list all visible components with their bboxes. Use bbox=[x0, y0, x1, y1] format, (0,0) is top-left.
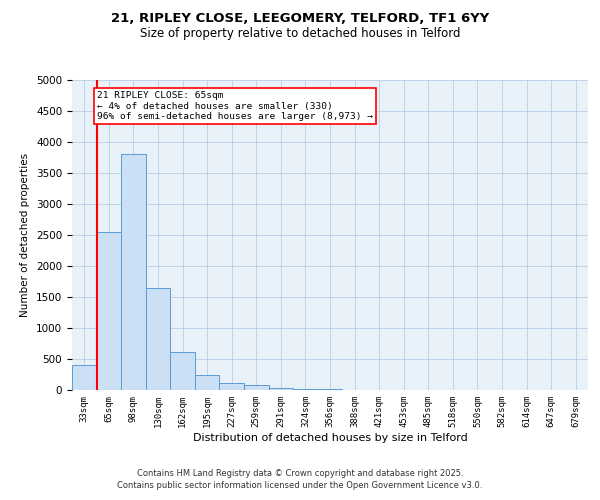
X-axis label: Distribution of detached houses by size in Telford: Distribution of detached houses by size … bbox=[193, 432, 467, 442]
Bar bbox=[121, 154, 146, 390]
Text: 21 RIPLEY CLOSE: 65sqm
← 4% of detached houses are smaller (330)
96% of semi-det: 21 RIPLEY CLOSE: 65sqm ← 4% of detached … bbox=[97, 91, 373, 121]
Bar bbox=[97, 232, 121, 390]
Bar bbox=[170, 352, 195, 390]
Bar bbox=[72, 365, 97, 390]
Text: Contains public sector information licensed under the Open Government Licence v3: Contains public sector information licen… bbox=[118, 481, 482, 490]
Bar bbox=[220, 382, 244, 390]
Y-axis label: Number of detached properties: Number of detached properties bbox=[20, 153, 31, 317]
Bar bbox=[244, 385, 269, 390]
Text: Size of property relative to detached houses in Telford: Size of property relative to detached ho… bbox=[140, 28, 460, 40]
Bar bbox=[293, 389, 318, 390]
Bar bbox=[195, 375, 220, 390]
Text: 21, RIPLEY CLOSE, LEEGOMERY, TELFORD, TF1 6YY: 21, RIPLEY CLOSE, LEEGOMERY, TELFORD, TF… bbox=[111, 12, 489, 26]
Text: Contains HM Land Registry data © Crown copyright and database right 2025.: Contains HM Land Registry data © Crown c… bbox=[137, 468, 463, 477]
Bar bbox=[146, 288, 170, 390]
Bar bbox=[269, 388, 293, 390]
